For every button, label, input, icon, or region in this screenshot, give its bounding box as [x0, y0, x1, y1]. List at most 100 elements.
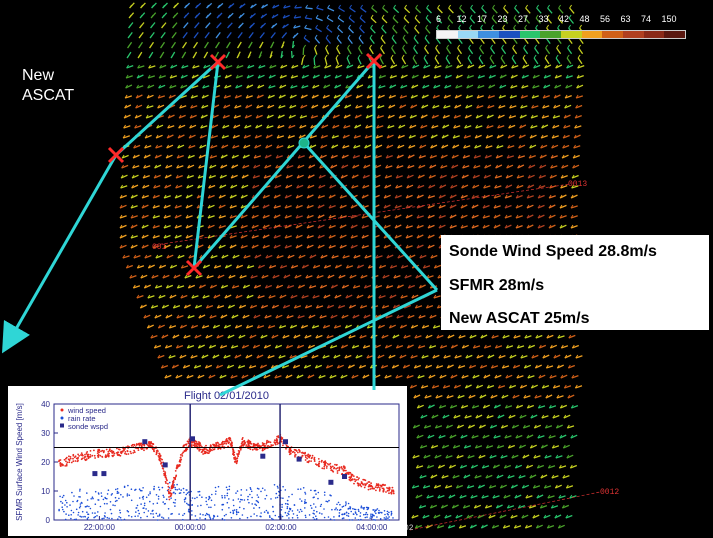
wind-barb — [119, 244, 127, 249]
rain-rate-point — [288, 517, 290, 519]
wind-barb-flag — [469, 14, 473, 19]
wind-speed-point — [162, 470, 165, 472]
rain-rate-point — [263, 511, 266, 513]
wind-barb — [473, 345, 481, 349]
wind-speed-point — [245, 444, 248, 446]
wind-barb — [570, 434, 578, 439]
wind-barb — [527, 184, 535, 189]
wind-barb-flag — [506, 504, 510, 509]
wind-barb — [541, 124, 549, 129]
wind-barb — [539, 154, 547, 159]
rain-rate-point — [205, 500, 207, 503]
wind-barb-flag — [453, 384, 457, 389]
wind-barb — [452, 135, 460, 139]
wind-barb — [177, 285, 185, 289]
wind-barb-flag — [534, 44, 538, 49]
wind-barb — [197, 374, 205, 379]
wind-barb — [424, 425, 432, 429]
wind-barb-flag — [538, 344, 542, 349]
wind-speed-point — [148, 441, 151, 443]
wind-barb-flag — [160, 44, 164, 49]
wind-barb-flag — [523, 364, 527, 369]
wind-barb — [209, 344, 217, 349]
wind-barb — [154, 164, 162, 169]
wind-barb-flag — [543, 74, 547, 79]
wind-barb-flag — [388, 104, 392, 109]
wind-barb-flag — [398, 124, 402, 129]
wind-barb — [174, 205, 182, 209]
wind-barb — [559, 194, 567, 199]
rain-rate-point — [191, 503, 193, 506]
wind-barb-flag — [190, 324, 194, 329]
rain-rate-point — [114, 496, 117, 499]
wind-barb-flag — [368, 54, 372, 59]
wind-barb — [431, 114, 439, 119]
wind-barb — [415, 494, 423, 499]
wind-barb-flag — [424, 44, 428, 49]
colorbar — [436, 30, 686, 39]
wind-barb-flag — [150, 334, 154, 339]
wind-barb-flag — [119, 244, 123, 249]
wind-barb — [487, 95, 495, 99]
wind-barb-flag — [575, 104, 579, 109]
wind-barb — [142, 184, 150, 189]
wind-barb — [487, 354, 495, 359]
wind-barb-flag — [541, 124, 545, 129]
wind-barb — [438, 464, 445, 469]
wind-barb — [504, 215, 512, 219]
wind-barb-flag — [433, 74, 437, 79]
wind-barb — [201, 354, 209, 359]
wind-barb-flag — [558, 494, 562, 499]
wind-barb-flag — [445, 54, 449, 59]
wind-speed-point — [224, 440, 227, 443]
wind-barb-flag — [455, 74, 459, 79]
rain-rate-point — [243, 499, 246, 501]
rain-rate-point — [136, 504, 139, 507]
rain-rate-point — [138, 512, 140, 515]
rain-rate-point — [305, 516, 307, 519]
wind-barb — [537, 204, 545, 209]
wind-barb — [386, 134, 394, 139]
wind-barb — [433, 84, 441, 89]
rain-rate-point — [77, 514, 79, 516]
wind-barb-flag — [527, 374, 531, 379]
rain-rate-point — [80, 501, 83, 504]
wind-barb — [501, 424, 509, 429]
wind-barb-flag — [391, 44, 395, 49]
wind-barb-flag — [533, 64, 537, 69]
rev-label-1: 0013 — [568, 180, 588, 189]
rain-rate-point — [135, 511, 137, 513]
wind-barb-flag — [563, 114, 567, 119]
wind-barb-flag — [292, 44, 296, 49]
wind-barb-flag — [152, 194, 156, 199]
wind-speed-point — [68, 459, 71, 462]
wind-barb-flag — [438, 214, 442, 219]
rain-rate-point — [212, 517, 214, 520]
wind-barb-flag — [497, 414, 501, 419]
wind-barb — [163, 234, 171, 239]
wind-speed-point — [127, 445, 129, 448]
wind-speed-point — [238, 450, 241, 453]
wind-barb-flag — [419, 134, 423, 139]
wind-barb-flag — [168, 354, 172, 359]
wind-barb-flag — [437, 494, 441, 499]
wind-barb-flag — [532, 514, 536, 519]
wind-speed-point — [118, 453, 120, 456]
wind-speed-point — [62, 464, 64, 467]
wind-barb — [179, 354, 187, 359]
wind-barb — [547, 524, 555, 529]
wind-barb — [389, 75, 397, 79]
wind-barb-flag — [577, 64, 581, 69]
wind-barb-flag — [482, 204, 486, 209]
wind-barb — [377, 94, 385, 99]
colorbar-swatch — [437, 31, 458, 38]
wind-barb-flag — [194, 334, 198, 339]
wind-barb-flag — [554, 514, 558, 519]
rain-rate-point — [384, 513, 386, 516]
rain-rate-point — [371, 515, 374, 517]
wind-barb-flag — [537, 204, 541, 209]
rain-rate-point — [249, 493, 251, 496]
wind-barb-flag — [409, 124, 413, 129]
rain-rate-point — [240, 494, 242, 496]
wind-barb — [465, 104, 473, 109]
